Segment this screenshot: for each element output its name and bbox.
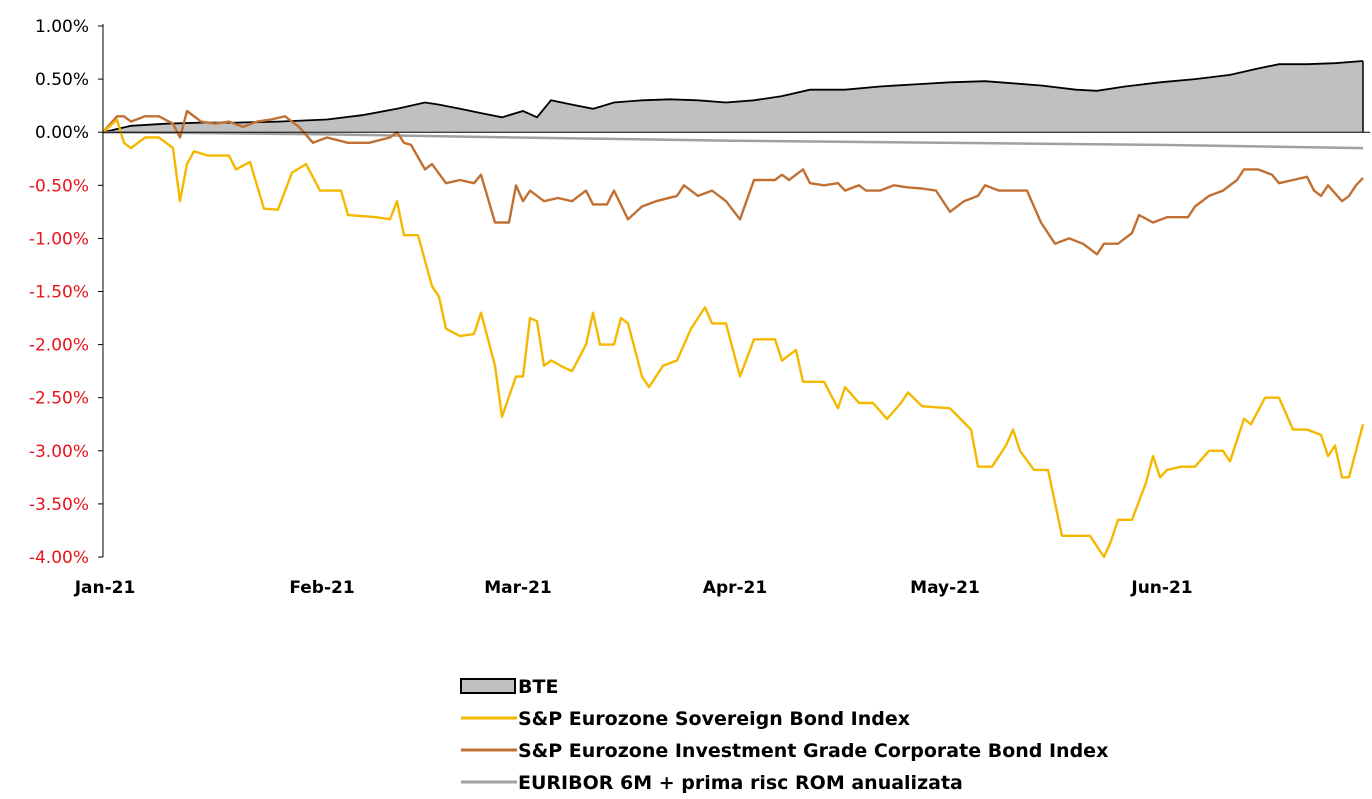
legend-label: S&P Eurozone Sovereign Bond Index — [518, 708, 910, 730]
x-tick-label: Feb-21 — [289, 578, 354, 598]
x-tick-label: Mar-21 — [484, 578, 552, 598]
series-area-bte — [103, 61, 1363, 133]
legend-item-euribor-6m-prima-risc-rom-anualizata: EURIBOR 6M + prima risc ROM anualizata — [461, 772, 963, 794]
y-tick-label: -3.00% — [29, 442, 89, 462]
legend-item-s-p-eurozone-sovereign-bond-index: S&P Eurozone Sovereign Bond Index — [461, 708, 910, 730]
y-tick-label: -4.00% — [29, 548, 89, 568]
x-tick-label: May-21 — [910, 578, 980, 598]
y-tick-label: -1.50% — [29, 283, 89, 303]
x-tick-label: Jun-21 — [1130, 578, 1192, 598]
legend-swatch — [460, 678, 516, 694]
bte-area-layer — [102, 60, 1364, 134]
legend-item-s-p-eurozone-investment-grade-corporate-bond-index: S&P Eurozone Investment Grade Corporate … — [461, 740, 1108, 762]
y-tick-label: -2.50% — [29, 389, 89, 409]
legend-label: S&P Eurozone Investment Grade Corporate … — [518, 740, 1108, 762]
y-tick-label: -1.00% — [29, 229, 89, 249]
x-axis-ticks: Jan-21 Feb-21 Mar-21 Apr-21 May-21 Jun-21 — [74, 578, 1193, 598]
series-line-euribor-6m-prima-risc-rom-anualizata — [102, 130, 1364, 150]
y-tick-label: 0.00% — [35, 123, 89, 143]
legend-label: EURIBOR 6M + prima risc ROM anualizata — [518, 772, 963, 794]
legend-item-bte: BTE — [460, 676, 558, 698]
series-line-s-p-eurozone-investment-grade-corporate-bond-index — [102, 109, 1364, 256]
legend-label: BTE — [518, 676, 558, 698]
plot-area — [102, 24, 1370, 559]
y-tick-label: 1.00% — [35, 17, 89, 37]
y-tick-label: 0.50% — [35, 70, 89, 90]
y-tick-label: -3.50% — [29, 495, 89, 515]
y-tick-label: -2.00% — [29, 336, 89, 356]
x-tick-label: Apr-21 — [703, 578, 767, 598]
series-line-s-p-eurozone-sovereign-bond-index — [102, 118, 1365, 559]
legend: BTE S&P Eurozone Sovereign Bond Index S&P … — [460, 676, 1108, 794]
series-line-bte — [102, 60, 1364, 134]
lines-layer — [102, 109, 1365, 559]
x-tick-label: Jan-21 — [74, 578, 136, 598]
y-tick-label: -0.50% — [29, 176, 89, 196]
y-axis-ticks: 1.00% 0.50% 0.00% -0.50% -1.00% -1.50% -2.00% -… — [29, 17, 103, 568]
